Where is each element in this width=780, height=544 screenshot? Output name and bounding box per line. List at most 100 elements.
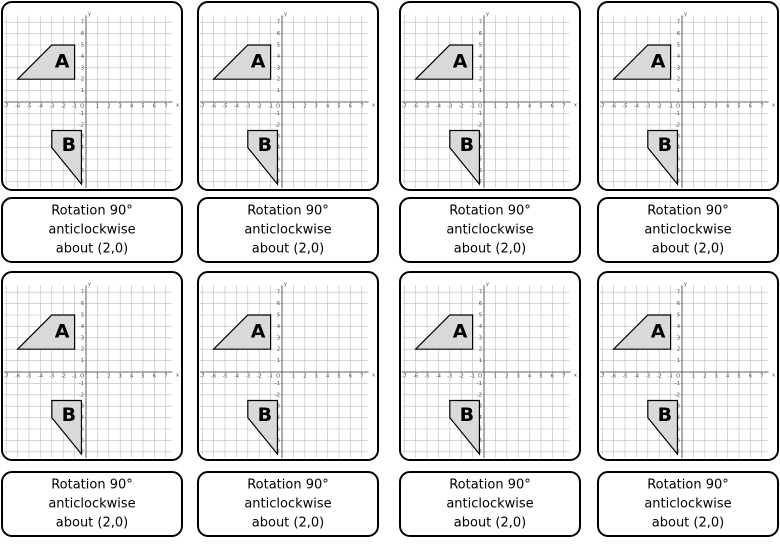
x-tick-label: -1	[268, 374, 273, 380]
x-tick-label: 1	[494, 104, 497, 110]
x-tick-label: -4	[38, 104, 43, 110]
y-tick-label: 1	[277, 358, 280, 364]
card: -7-6-5-4-3-2-112345677654321-1-2-3-4-5-6…	[1, 271, 183, 537]
caption-line: about (2,0)	[252, 242, 324, 257]
y-tick-label: 2	[277, 347, 280, 353]
x-tick-label: 3	[119, 104, 122, 110]
caption-line: anticlockwise	[446, 223, 533, 238]
y-tick-label: 6	[677, 31, 680, 37]
shape-label: B	[258, 404, 272, 426]
caption-line: anticlockwise	[446, 497, 533, 512]
x-tick-label: 2	[505, 104, 508, 110]
y-tick-label: 3	[677, 335, 680, 341]
caption-line: about (2,0)	[252, 516, 324, 531]
x-tick-label: -7	[200, 374, 205, 380]
y-tick-label: 3	[277, 65, 280, 71]
x-tick-label: -7	[402, 374, 407, 380]
x-tick-label: -4	[234, 374, 239, 380]
grid	[402, 15, 571, 188]
x-tick-label: 2	[107, 374, 110, 380]
y-tick-label: 4	[479, 54, 482, 60]
y-tick-label: 2	[81, 77, 84, 83]
x-axis-label: x	[772, 373, 775, 379]
y-axis-label: y	[486, 282, 489, 288]
shape-label: B	[658, 404, 672, 426]
caption-line: anticlockwise	[48, 223, 135, 238]
x-tick-label: 2	[703, 374, 706, 380]
x-tick-label: 5	[141, 104, 144, 110]
x-tick-label: 2	[107, 104, 110, 110]
x-tick-label: 1	[494, 374, 497, 380]
shape-b	[51, 399, 83, 456]
shape-label: B	[658, 134, 672, 156]
x-tick-label: 3	[517, 374, 520, 380]
caption-line: about (2,0)	[56, 242, 128, 257]
shape-label: B	[62, 134, 76, 156]
caption-line: Rotation 90°	[247, 204, 329, 219]
grid	[600, 15, 769, 188]
y-tick-label: 7	[277, 290, 280, 296]
y-tick-label: 2	[277, 77, 280, 83]
x-tick-label: -4	[38, 374, 43, 380]
caption-frame	[399, 471, 581, 537]
y-axis-label: y	[88, 12, 91, 18]
x-tick-label: -1	[72, 374, 77, 380]
x-tick-label: -3	[447, 104, 452, 110]
shape-b	[51, 129, 83, 186]
x-tick-label: 4	[326, 104, 329, 110]
y-tick-label: 3	[81, 335, 84, 341]
y-tick-label: 7	[479, 290, 482, 296]
y-tick-label: 3	[479, 65, 482, 71]
grid	[402, 285, 571, 458]
x-tick-label: 1	[96, 104, 99, 110]
y-tick-label: -1	[477, 111, 482, 117]
y-tick-label: 5	[479, 313, 482, 319]
y-tick-label: -1	[675, 111, 680, 117]
x-axis-label: x	[574, 103, 577, 109]
card: -7-6-5-4-3-2-112345677654321-1-2-3-4-5-6…	[197, 271, 379, 537]
card: -7-6-5-4-3-2-112345677654321-1-2-3-4-5-6…	[399, 271, 581, 537]
x-tick-label: 6	[349, 104, 352, 110]
x-tick-label: -3	[49, 104, 54, 110]
x-tick-label: 1	[692, 104, 695, 110]
x-tick-label: -5	[425, 104, 430, 110]
shape-label: B	[62, 404, 76, 426]
x-tick-label: -2	[61, 104, 66, 110]
grid	[4, 285, 173, 458]
shape-label: A	[55, 321, 70, 343]
y-tick-label: -1	[275, 111, 280, 117]
x-tick-label: -2	[459, 374, 464, 380]
shape-b	[647, 129, 679, 186]
shape-a	[612, 314, 672, 350]
shape-label: B	[460, 134, 474, 156]
y-tick-label: 6	[277, 301, 280, 307]
y-tick-label: 1	[479, 358, 482, 364]
shape-label: A	[453, 321, 468, 343]
caption-line: anticlockwise	[48, 497, 135, 512]
caption-frame	[597, 471, 779, 537]
y-tick-label: 7	[81, 20, 84, 26]
x-tick-label: 5	[337, 104, 340, 110]
shape-label: A	[453, 51, 468, 73]
y-tick-label: 7	[277, 20, 280, 26]
x-axis-label: x	[176, 373, 179, 379]
origin-label: O	[478, 104, 482, 110]
x-tick-label: 3	[517, 104, 520, 110]
card: -7-6-5-4-3-2-112345677654321-1-2-3-4-5-6…	[399, 1, 581, 263]
y-tick-label: 7	[479, 20, 482, 26]
origin-label: O	[478, 374, 482, 380]
x-tick-label: -1	[668, 104, 673, 110]
x-tick-label: -4	[436, 104, 441, 110]
shape-b	[647, 399, 679, 456]
x-tick-label: -4	[634, 104, 639, 110]
x-tick-label: -1	[470, 104, 475, 110]
x-tick-label: 6	[349, 374, 352, 380]
x-tick-label: -7	[4, 104, 9, 110]
caption-frame	[197, 471, 379, 537]
y-tick-label: 5	[677, 313, 680, 319]
x-tick-label: -2	[257, 104, 262, 110]
x-tick-label: -6	[413, 374, 418, 380]
y-tick-label: 1	[81, 88, 84, 94]
y-tick-label: -1	[675, 381, 680, 387]
y-tick-label: 6	[479, 301, 482, 307]
